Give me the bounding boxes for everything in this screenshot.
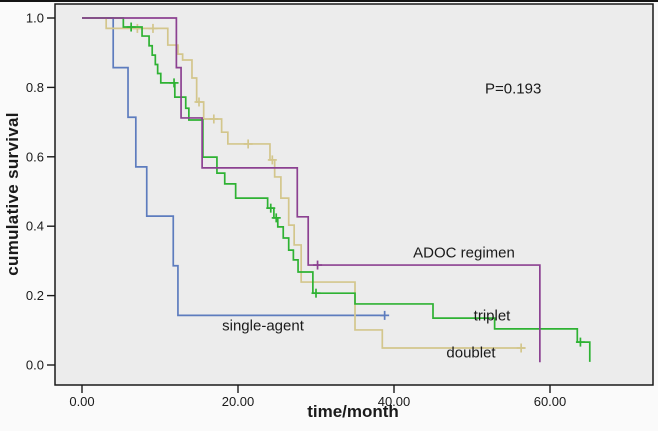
y-tick-label: 0.8: [26, 80, 44, 95]
y-tick-label: 0.0: [26, 358, 44, 373]
series-curve-adoc-regimen: [82, 17, 541, 363]
plot-area-border: [54, 3, 654, 386]
y-axis-title: cumulative survival: [3, 112, 22, 276]
x-tick-label: 0.00: [69, 394, 94, 409]
x-tick-label: 60.00: [534, 394, 567, 409]
y-tick-label: 0.4: [26, 219, 44, 234]
y-tick-label: 0.2: [26, 288, 44, 303]
curve-label-triplet: triplet: [473, 307, 511, 325]
x-axis-title: time/month: [307, 402, 399, 421]
curve-label-single-agent: single-agent: [222, 317, 304, 335]
series-curve-single-agent: [82, 17, 385, 317]
series-curve-doublet: [82, 17, 526, 349]
x-tick-label: 40.00: [378, 394, 411, 409]
curve-label-adoc-regimen: ADOC regimen: [413, 244, 515, 262]
figure-top-border: [0, 0, 658, 2]
y-tick-label: 1.0: [26, 11, 44, 26]
series-curve-triplet: [82, 17, 591, 362]
y-tick-label: 0.6: [26, 149, 44, 164]
curve-label-doublet: doublet: [446, 344, 496, 362]
p-value-annotation: P=0.193: [485, 80, 542, 98]
x-tick-label: 20.00: [222, 394, 255, 409]
